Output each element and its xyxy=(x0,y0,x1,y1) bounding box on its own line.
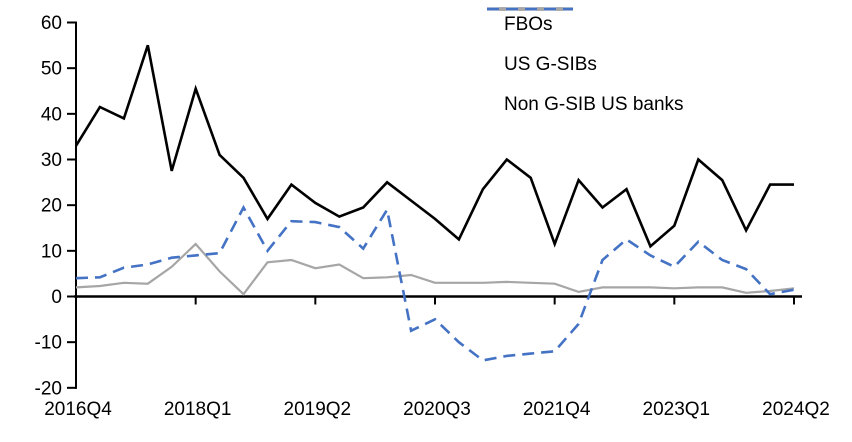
x-tick-label: 2023Q1 xyxy=(643,399,711,420)
non-gsib-line-sample xyxy=(487,7,573,11)
y-tick-label: 20 xyxy=(41,196,62,217)
y-tick-label: -10 xyxy=(35,333,62,354)
y-axis: 60 50 40 30 20 10 0 -10 -20 xyxy=(35,13,77,399)
y-tick-label: 0 xyxy=(51,287,62,308)
y-tick-label: 60 xyxy=(41,13,62,34)
y-tick-label: 40 xyxy=(41,104,62,125)
y-tick-label: -20 xyxy=(35,378,62,399)
y-tick-label: 10 xyxy=(41,241,62,262)
legend-label: FBOs xyxy=(504,14,553,35)
x-tick-label: 2024Q2 xyxy=(762,399,830,420)
legend-label: Non G-SIB US banks xyxy=(504,94,684,115)
x-tick-label: 2016Q4 xyxy=(44,399,112,420)
x-tick-label: 2020Q3 xyxy=(403,399,471,420)
legend-label: US G-SIBs xyxy=(504,54,597,75)
us-gsibs-line xyxy=(75,242,795,296)
x-tick-label: 2018Q1 xyxy=(164,399,232,420)
x-tick-label: 2021Q4 xyxy=(523,399,591,420)
x-axis: 2016Q4 2018Q1 2019Q2 2020Q3 2021Q4 2023Q1 2024… xyxy=(44,295,830,420)
y-tick-label: 30 xyxy=(41,150,62,171)
legend: FBOs US G-SIBs Non G-SIB US banks xyxy=(487,5,684,125)
fbos-line xyxy=(74,44,794,249)
legend-item-non-gsib: Non G-SIB US banks xyxy=(487,7,684,125)
y-tick-label: 50 xyxy=(41,59,62,80)
legend-item-us-gsibs: US G-SIBs xyxy=(487,7,684,85)
non-gsib-us-banks-line xyxy=(75,204,795,362)
x-tick-label: 2019Q2 xyxy=(284,399,352,420)
